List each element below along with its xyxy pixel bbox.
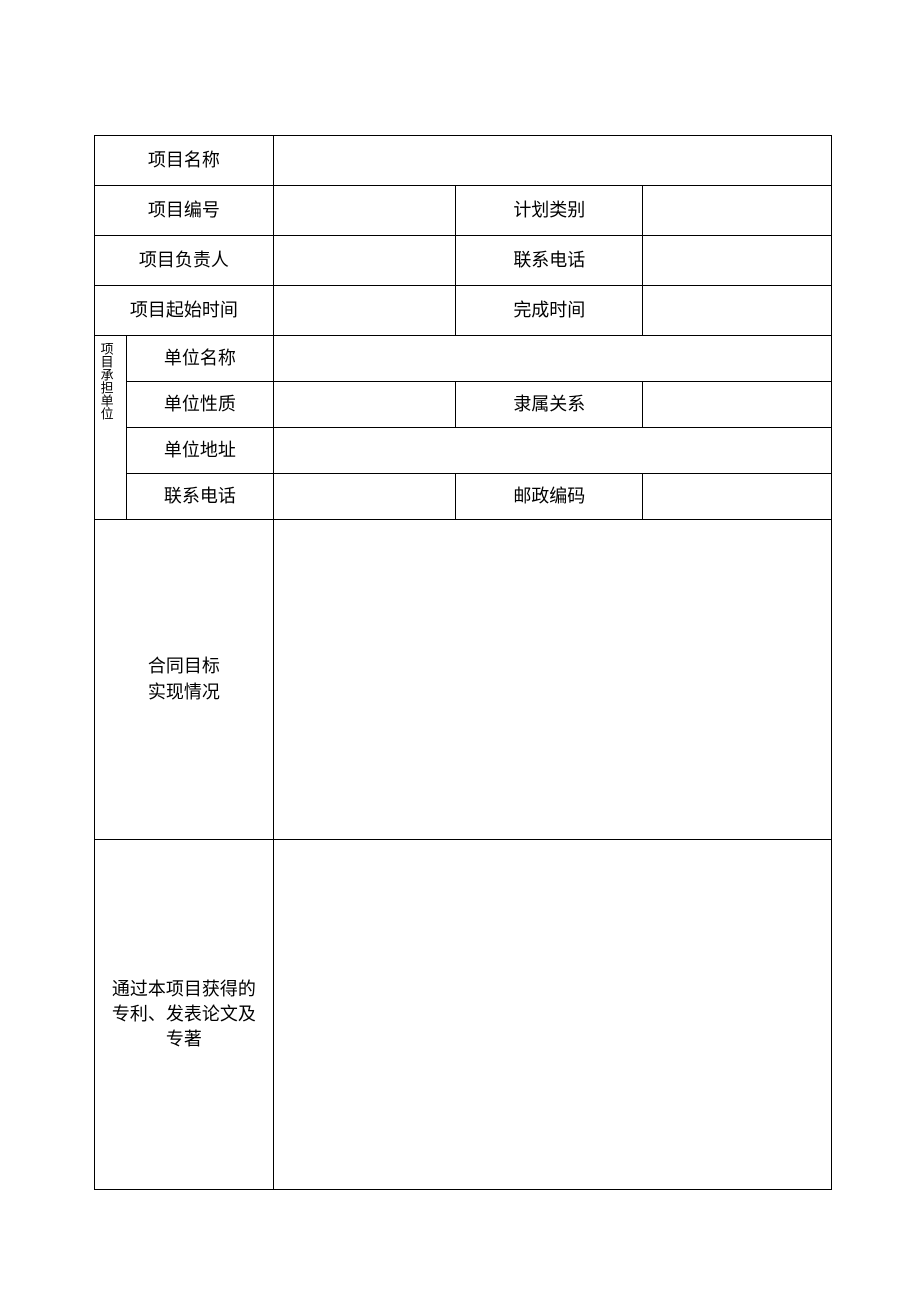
label-org-phone: 联系电话 xyxy=(127,474,274,520)
label-project-number: 项目编号 xyxy=(95,186,274,236)
label-start-date: 项目起始时间 xyxy=(95,286,274,336)
label-org-address: 单位地址 xyxy=(127,428,274,474)
value-org-type[interactable] xyxy=(273,382,456,428)
value-affiliation[interactable] xyxy=(643,382,832,428)
label-affiliation: 隶属关系 xyxy=(456,382,643,428)
value-end-date[interactable] xyxy=(643,286,832,336)
label-contract-goal-l1: 合同目标 xyxy=(148,656,220,676)
value-org-address[interactable] xyxy=(273,428,831,474)
label-patents-l2: 专利、发表论文及 xyxy=(112,1004,256,1024)
value-project-name[interactable] xyxy=(273,136,831,186)
label-org-name: 单位名称 xyxy=(127,336,274,382)
label-patents-l1: 通过本项目获得的 xyxy=(112,979,256,999)
value-contract-goal[interactable] xyxy=(273,520,831,840)
label-patents: 通过本项目获得的 专利、发表论文及 专著 xyxy=(95,840,274,1190)
value-project-leader[interactable] xyxy=(273,236,456,286)
label-postal-code: 邮政编码 xyxy=(456,474,643,520)
label-contract-goal-l2: 实现情况 xyxy=(148,682,220,702)
label-project-leader: 项目负责人 xyxy=(95,236,274,286)
label-org-group: 项目承担单位 xyxy=(95,336,127,520)
label-contact-phone: 联系电话 xyxy=(456,236,643,286)
value-org-name[interactable] xyxy=(273,336,831,382)
form-table: 项目名称 项目编号 计划类别 项目负责人 联系电话 项目起始时间 完成时间 项目… xyxy=(94,135,832,1190)
label-plan-category: 计划类别 xyxy=(456,186,643,236)
label-project-name: 项目名称 xyxy=(95,136,274,186)
value-project-number[interactable] xyxy=(273,186,456,236)
label-contract-goal: 合同目标 实现情况 xyxy=(95,520,274,840)
label-org-type: 单位性质 xyxy=(127,382,274,428)
label-org-group-text: 项目承担单位 xyxy=(99,338,113,424)
value-patents[interactable] xyxy=(273,840,831,1190)
value-plan-category[interactable] xyxy=(643,186,832,236)
label-end-date: 完成时间 xyxy=(456,286,643,336)
value-start-date[interactable] xyxy=(273,286,456,336)
value-contact-phone[interactable] xyxy=(643,236,832,286)
label-patents-l3: 专著 xyxy=(166,1029,202,1049)
value-postal-code[interactable] xyxy=(643,474,832,520)
value-org-phone[interactable] xyxy=(273,474,456,520)
